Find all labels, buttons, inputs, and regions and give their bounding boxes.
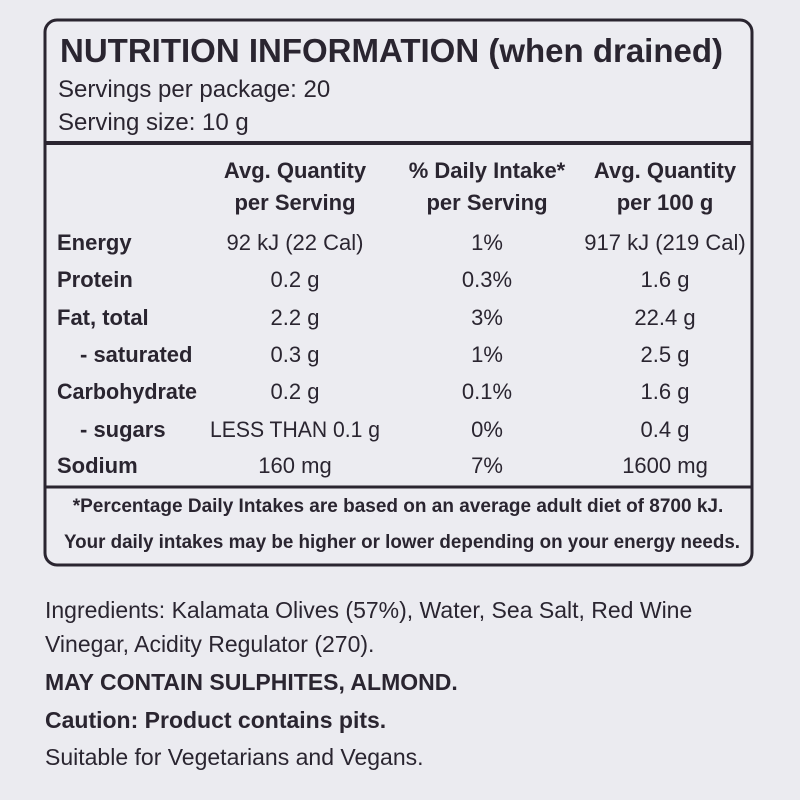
cell-value: 0.3 g <box>271 342 320 367</box>
column-header: Avg. Quantity <box>224 158 367 183</box>
title: NUTRITION INFORMATION (when drained) <box>60 32 723 69</box>
cell-value: 2.5 g <box>641 342 690 367</box>
row-label: Carbohydrate <box>57 379 197 404</box>
row-label: - saturated <box>80 342 192 367</box>
cell-value: 1.6 g <box>641 379 690 404</box>
suitable: Suitable for Vegetarians and Vegans. <box>45 744 424 770</box>
nutrition-panel-border <box>43 18 754 567</box>
serving-size: Serving size: 10 g <box>58 109 249 136</box>
column-header: Avg. Quantity <box>594 158 737 183</box>
column-header: per Serving <box>234 190 355 215</box>
cell-value: 0.2 g <box>271 379 320 404</box>
cell-value: 917 kJ (219 Cal) <box>584 230 745 255</box>
cell-value: 0% <box>471 417 503 442</box>
row-label: Protein <box>57 267 133 292</box>
cell-value: 0.2 g <box>271 267 320 292</box>
column-header: per 100 g <box>617 190 714 215</box>
row-label: Energy <box>57 230 132 255</box>
footnote: Your daily intakes may be higher or lowe… <box>64 532 740 553</box>
cell-value: 1% <box>471 230 503 255</box>
row-label: Fat, total <box>57 305 149 330</box>
ingredients: Ingredients: Kalamata Olives (57%), Wate… <box>45 597 692 623</box>
cell-value: 92 kJ (22 Cal) <box>227 230 364 255</box>
ingredients: Vinegar, Acidity Regulator (270). <box>45 631 374 657</box>
cell-value: 160 mg <box>258 453 331 478</box>
cell-value: 0.4 g <box>641 417 690 442</box>
allergens: MAY CONTAIN SULPHITES, ALMOND. <box>45 669 458 695</box>
cell-value: 1.6 g <box>641 267 690 292</box>
cell-value: 7% <box>471 453 503 478</box>
caution: Caution: Product contains pits. <box>45 707 386 733</box>
cell-value: 22.4 g <box>634 305 695 330</box>
cell-value: 3% <box>471 305 503 330</box>
servings-per-package: Servings per package: 20 <box>58 76 330 103</box>
footnote: *Percentage Daily Intakes are based on a… <box>73 496 724 517</box>
column-header: per Serving <box>426 190 547 215</box>
column-header: % Daily Intake* <box>409 158 566 183</box>
cell-value: 1% <box>471 342 503 367</box>
cell-value: 2.2 g <box>271 305 320 330</box>
cell-value: 0.1% <box>462 379 512 404</box>
cell-value: 1600 mg <box>622 453 708 478</box>
row-label: Sodium <box>57 453 138 478</box>
cell-value: LESS THAN 0.1 g <box>210 417 380 442</box>
cell-value: 0.3% <box>462 267 512 292</box>
row-label: - sugars <box>80 417 166 442</box>
